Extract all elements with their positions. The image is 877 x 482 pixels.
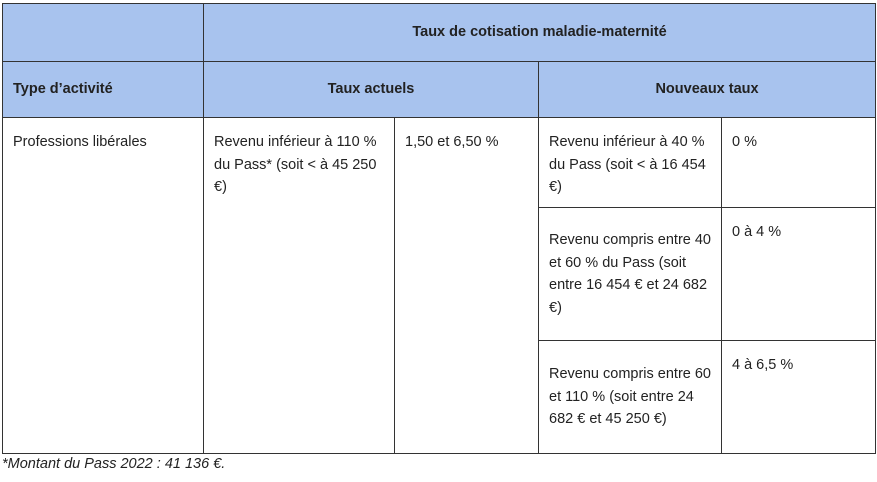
table-row: Professions libérales Revenu inférieur à… xyxy=(2,117,877,454)
header-row: Taux de cotisation maladie-maternité xyxy=(2,3,877,62)
column-header: Type d’activité xyxy=(2,61,204,118)
current-condition-cell: Revenu inférieur à 110 % du Pass* (soit … xyxy=(203,117,395,454)
current-rate-cell: 1,50 et 6,50 % xyxy=(394,117,539,454)
column-header: Nouveaux taux xyxy=(537,61,877,118)
rates-table: Taux de cotisation maladie-maternité Typ… xyxy=(2,3,877,454)
table-row: Revenu compris entre 40 et 60 % du Pass … xyxy=(3,207,877,341)
column-header: Taux actuels xyxy=(203,61,539,118)
new-condition-cell: Revenu inférieur à 40 % du Pass (soit < … xyxy=(538,117,722,208)
footnote: *Montant du Pass 2022 : 41 136 €. xyxy=(2,456,226,472)
table-row: Revenu compris entre 60 et 110 % (soit e… xyxy=(3,340,877,454)
group-title: Taux de cotisation maladie-maternité xyxy=(202,3,877,62)
new-rate-cell: 0 à 4 % xyxy=(720,207,877,341)
new-rate-cell: 4 à 6,5 % xyxy=(720,340,877,454)
empty-header-cell xyxy=(2,3,204,62)
new-condition-cell: Revenu compris entre 60 et 110 % (soit e… xyxy=(538,340,722,454)
new-rate-cell: 0 % xyxy=(720,117,877,208)
activity-cell: Professions libérales xyxy=(2,117,204,454)
new-condition-cell: Revenu compris entre 40 et 60 % du Pass … xyxy=(538,207,722,341)
header-row: Type d’activité Taux actuels Nouveaux ta… xyxy=(2,61,877,118)
